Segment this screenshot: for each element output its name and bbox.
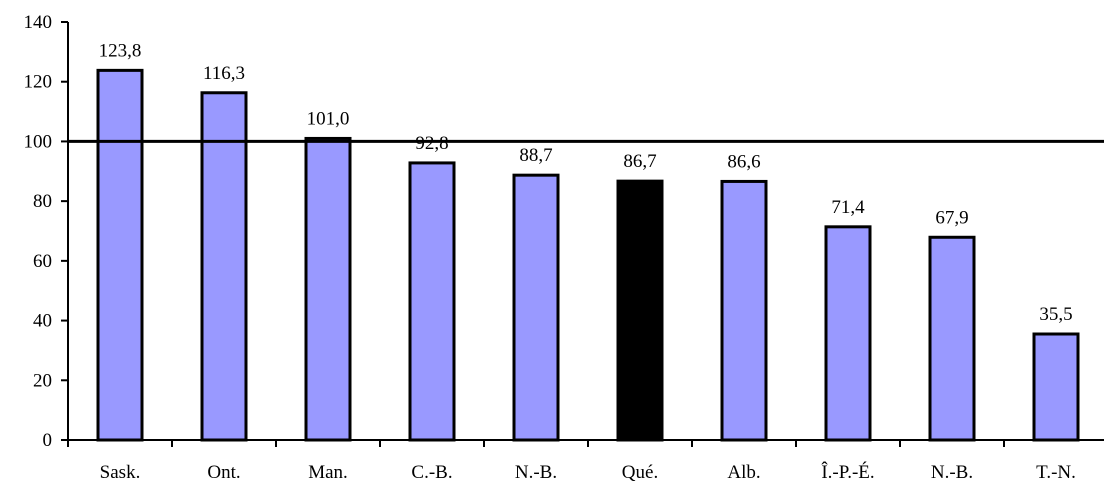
bar [512, 173, 560, 442]
bar [928, 235, 976, 442]
bar [616, 179, 664, 442]
category-label: N.-B. [931, 462, 973, 483]
category-label: Ont. [207, 462, 240, 483]
category-label: Man. [308, 462, 348, 483]
bar [824, 225, 872, 442]
y-tick-label: 140 [24, 12, 53, 33]
x-axis: Sask. Ont. Man. C.-B. N.-B. Qué. Alb. Î.-P.-É. N… [67, 439, 1104, 483]
data-label: 67,9 [935, 207, 968, 228]
y-tick-label: 80 [33, 191, 52, 212]
bar [304, 136, 352, 442]
bar [408, 161, 456, 442]
bar [1032, 332, 1080, 442]
category-label: C.-B. [411, 462, 452, 483]
bars [96, 68, 1080, 442]
data-label: 71,4 [831, 197, 865, 218]
bar [720, 179, 768, 442]
data-label: 123,8 [99, 40, 142, 61]
data-label: 101,0 [307, 108, 350, 129]
data-label: 35,5 [1039, 304, 1072, 325]
category-label: Qué. [622, 462, 658, 483]
y-tick-label: 120 [24, 72, 53, 93]
y-tick-label: 20 [33, 370, 52, 391]
data-label: 88,7 [519, 145, 552, 166]
data-labels: 123,8 116,3 101,0 92,8 88,7 86,7 86,6 71,4 67,9 3… [99, 40, 1073, 325]
y-tick-label: 100 [24, 131, 53, 152]
y-tick-label: 60 [33, 251, 52, 272]
y-tick-label: 0 [43, 430, 53, 451]
data-label: 116,3 [203, 63, 245, 84]
category-label: Î.-P.-É. [821, 461, 874, 483]
bar [200, 91, 248, 442]
y-tick-label: 40 [33, 311, 52, 332]
data-label: 86,7 [623, 151, 656, 172]
data-label: 86,6 [727, 151, 760, 172]
data-label: 92,8 [415, 133, 448, 154]
y-axis: 0 20 40 60 80 100 120 140 [24, 12, 69, 451]
category-label: Sask. [100, 462, 141, 483]
bar [96, 68, 144, 442]
category-label: N.-B. [515, 462, 557, 483]
category-label: Alb. [727, 462, 760, 483]
category-label: T.-N. [1036, 462, 1076, 483]
